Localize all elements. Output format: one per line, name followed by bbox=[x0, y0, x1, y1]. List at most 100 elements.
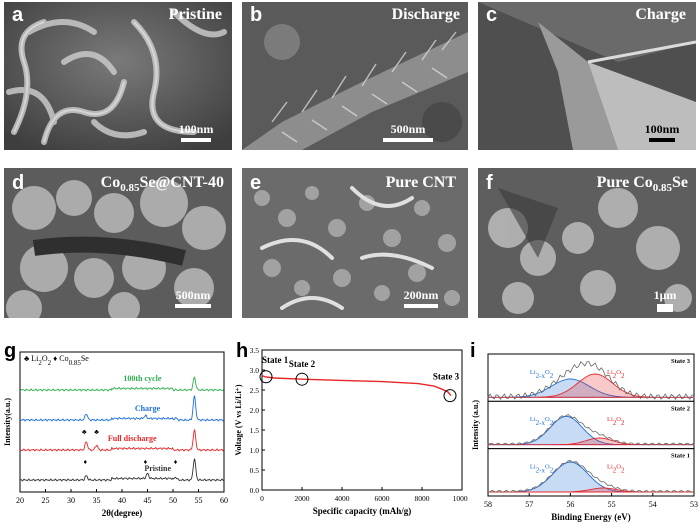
x-tick-label: 53 bbox=[690, 500, 698, 509]
scale-label: 500nm bbox=[390, 122, 426, 136]
legend: ♣ Li2O2 ♦ Co0.85Se bbox=[24, 354, 89, 367]
scale-bar: 200nm bbox=[396, 288, 446, 308]
sem-image-discharge bbox=[242, 2, 468, 150]
scale-label: 100nm bbox=[178, 122, 214, 136]
title-tail: Se@CNT-40 bbox=[139, 174, 224, 191]
panel-label: f bbox=[486, 172, 493, 194]
x-axis-label: 2θ(degree) bbox=[102, 508, 143, 518]
xps-raw-signal bbox=[487, 414, 695, 446]
x-tick-label: 50 bbox=[169, 496, 177, 505]
plot-frame bbox=[19, 351, 225, 493]
discharge-curve bbox=[261, 374, 452, 397]
y-axis-label: Voltage (V vs Li/Li⁺) bbox=[234, 384, 243, 455]
chart-xps: State 3 Li2-xO2 Li2O2 State 2 Li2-xO2 Li2O2 St… bbox=[471, 353, 698, 522]
sem-panel-a: a Pristine 100nm bbox=[4, 2, 232, 150]
series-label: Full discharge bbox=[108, 434, 157, 443]
y-axis-label: Intensity (a.u.) bbox=[471, 400, 480, 450]
panel-title: Co0.85Se@CNT-40 bbox=[101, 174, 224, 194]
panel-label-i: i bbox=[470, 340, 476, 362]
x-axis-label: Binding Energy (eV) bbox=[551, 512, 631, 522]
x-tick-label: 56 bbox=[566, 500, 574, 509]
state-label: State 2 bbox=[289, 359, 316, 369]
panel-label: c bbox=[486, 4, 498, 26]
x-tick-label: 55 bbox=[608, 500, 616, 509]
state-label: State 1 bbox=[262, 355, 289, 365]
x-tick-label: 55 bbox=[195, 496, 203, 505]
scale-bar: 100nm bbox=[174, 122, 218, 142]
title-sub: 0.85 bbox=[652, 182, 672, 195]
scale-bar: 100nm bbox=[640, 122, 684, 142]
panel-label: d bbox=[12, 172, 25, 194]
component-label: Li2-xO2 bbox=[530, 369, 554, 380]
sem-image-pristine bbox=[4, 2, 232, 150]
series-line bbox=[19, 376, 224, 392]
title-main: Co bbox=[100, 174, 121, 191]
series-line bbox=[19, 395, 224, 422]
chart-xrd: 20 25 30 35 40 45 50 55 60 2θ(degree) Intensity(a.… bbox=[3, 351, 228, 518]
xps-state-label: State 3 bbox=[671, 358, 691, 365]
y-tick-label: 3.5 bbox=[250, 346, 260, 355]
xps-state-label: State 2 bbox=[671, 405, 690, 412]
component-label: Li2O2 bbox=[607, 369, 625, 380]
xps-raw-signal bbox=[487, 361, 694, 401]
series-label: Charge bbox=[135, 404, 161, 413]
phase-marker: ♦ bbox=[144, 458, 148, 466]
sem-image-co-se-cnt bbox=[4, 168, 232, 318]
xps-raw-signal bbox=[487, 460, 695, 493]
panel-label: a bbox=[12, 4, 24, 26]
scale-bar: 500nm bbox=[168, 288, 218, 308]
phase-marker: ♣ bbox=[82, 428, 87, 436]
scale-bar: 500nm bbox=[378, 122, 438, 142]
x-tick-label: 6000 bbox=[375, 494, 390, 503]
panel-title: Discharge bbox=[391, 6, 460, 23]
panel-title: Pure CNT bbox=[385, 174, 456, 191]
state-label: State 3 bbox=[433, 372, 460, 382]
y-tick-label: 2.0 bbox=[250, 406, 260, 415]
x-tick-label: 57 bbox=[525, 500, 533, 509]
state-marker bbox=[295, 372, 309, 386]
panel-label: e bbox=[250, 172, 262, 194]
sem-panel-b: b Discharge 500nm bbox=[242, 2, 468, 150]
sem-panel-e: e Pure CNT 200nm bbox=[242, 168, 468, 318]
xps-state-label: State 1 bbox=[671, 453, 690, 460]
phase-marker: ♦ bbox=[83, 458, 87, 466]
y-tick-label: 2.5 bbox=[250, 386, 260, 395]
x-tick-label: 58 bbox=[484, 500, 492, 509]
sem-image-charge bbox=[478, 2, 696, 150]
panel-title: Charge bbox=[635, 6, 686, 23]
title-sub: 0.85 bbox=[120, 182, 140, 195]
title-tail: Se bbox=[672, 174, 688, 191]
sem-image-pure-co-se bbox=[478, 168, 696, 318]
x-tick-label: 54 bbox=[649, 500, 657, 509]
xps-subpanel bbox=[487, 448, 695, 497]
sem-panel-f: f Pure Co0.85Se 1μm bbox=[478, 168, 696, 318]
xps-component bbox=[487, 373, 695, 398]
x-tick-label: 8000 bbox=[415, 494, 430, 503]
panel-title: Pristine bbox=[168, 6, 222, 23]
component-label: Li2O2 bbox=[607, 416, 625, 427]
title-main: Pure Co bbox=[596, 174, 653, 191]
x-tick-label: 60 bbox=[220, 496, 228, 505]
series-line bbox=[19, 428, 224, 452]
x-tick-label: 45 bbox=[144, 496, 152, 505]
panel-label: b bbox=[250, 4, 263, 26]
series-line bbox=[20, 457, 224, 482]
phase-marker: ♦ bbox=[174, 458, 178, 466]
scale-label: 100nm bbox=[644, 122, 680, 136]
panel-label-h: h bbox=[236, 340, 249, 362]
x-tick-label: 20 bbox=[16, 496, 24, 505]
scale-label: 500nm bbox=[175, 288, 211, 302]
panel-label-g: g bbox=[4, 340, 17, 362]
xps-component bbox=[488, 487, 694, 493]
y-tick-label: 1.5 bbox=[250, 426, 260, 435]
component-label: Li2O2 bbox=[607, 464, 625, 475]
x-tick-label: 0 bbox=[260, 494, 264, 503]
scale-label: 1μm bbox=[653, 288, 677, 302]
y-tick-label: 0.0 bbox=[250, 486, 260, 495]
sem-image-pure-cnt bbox=[242, 168, 468, 318]
x-tick-label: 2000 bbox=[295, 494, 310, 503]
scale-label: 200nm bbox=[403, 288, 439, 302]
panel-title: Pure Co0.85Se bbox=[597, 174, 688, 194]
